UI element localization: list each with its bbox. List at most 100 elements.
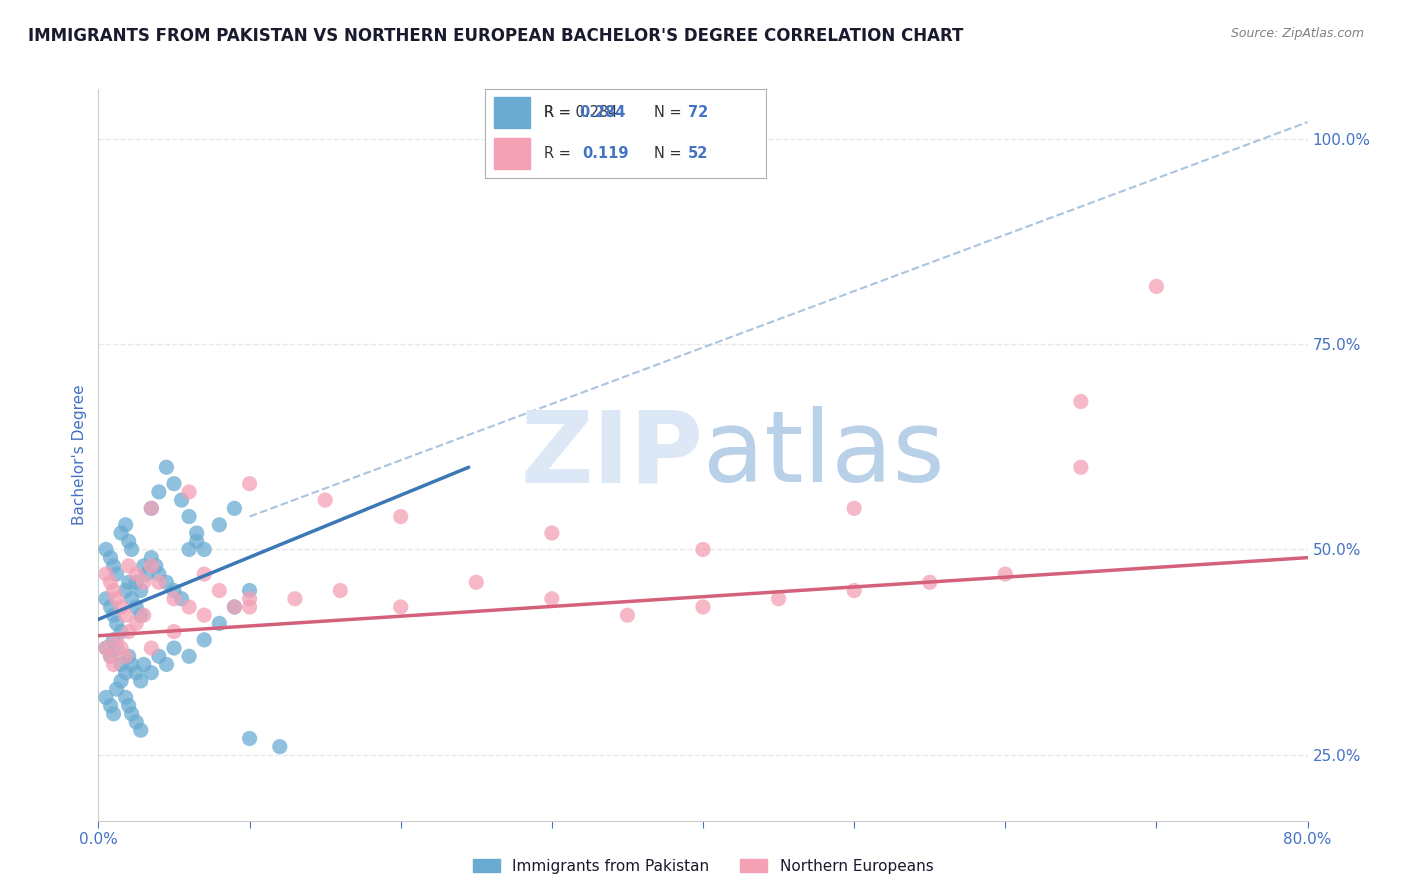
Point: [125, 575, 148, 590]
Point: [100, 575, 122, 590]
Point: [163, 583, 186, 598]
Point: [208, 517, 231, 532]
Point: [170, 591, 193, 606]
Point: [125, 616, 148, 631]
Point: [186, 534, 208, 549]
Point: [994, 567, 1017, 582]
Point: [844, 583, 866, 598]
Point: [125, 599, 148, 614]
Point: [118, 558, 141, 573]
Point: [193, 632, 215, 647]
Point: [193, 608, 215, 623]
Point: [141, 501, 163, 516]
Point: [94, 690, 117, 705]
Point: [100, 550, 122, 565]
Point: [114, 583, 136, 598]
Point: [141, 501, 163, 516]
Point: [170, 493, 193, 508]
Point: [284, 591, 307, 606]
Point: [121, 591, 143, 606]
Point: [114, 665, 136, 680]
Point: [100, 599, 122, 614]
Point: [135, 567, 157, 582]
Point: [179, 484, 201, 499]
Point: [118, 575, 141, 590]
Point: [141, 641, 163, 656]
Point: [224, 501, 246, 516]
Point: [132, 575, 155, 590]
Point: [105, 632, 128, 647]
Point: [389, 509, 412, 524]
Point: [155, 575, 177, 590]
Text: 0.284: 0.284: [579, 105, 626, 120]
Point: [94, 641, 117, 656]
Point: [103, 583, 125, 598]
Point: [1144, 279, 1167, 293]
Point: [94, 591, 117, 606]
Point: [125, 665, 148, 680]
Point: [132, 558, 155, 573]
Point: [103, 657, 125, 672]
Text: N =: N =: [654, 105, 686, 120]
Point: [692, 599, 714, 614]
Point: [105, 682, 128, 697]
Point: [105, 616, 128, 631]
Text: R =: R =: [544, 105, 575, 120]
Point: [155, 460, 177, 475]
Point: [103, 608, 125, 623]
Point: [193, 567, 215, 582]
Bar: [494, 97, 530, 128]
Point: [125, 567, 148, 582]
Point: [129, 723, 152, 738]
Point: [114, 608, 136, 623]
Point: [314, 493, 336, 508]
Point: [118, 624, 141, 639]
Point: [193, 542, 215, 557]
Point: [239, 731, 262, 746]
Point: [103, 632, 125, 647]
Point: [239, 476, 262, 491]
Text: atlas: atlas: [703, 407, 945, 503]
Point: [105, 567, 128, 582]
Text: 72: 72: [688, 105, 707, 120]
Point: [224, 599, 246, 614]
Point: [239, 599, 262, 614]
Point: [239, 591, 262, 606]
Point: [100, 649, 122, 664]
Point: [179, 649, 201, 664]
Text: 52: 52: [688, 146, 707, 161]
Point: [121, 542, 143, 557]
Point: [110, 657, 132, 672]
Text: R = 0.284: R = 0.284: [544, 105, 617, 120]
Point: [540, 591, 562, 606]
Point: [239, 583, 262, 598]
Point: [121, 657, 143, 672]
Point: [118, 698, 141, 713]
Bar: [494, 138, 530, 169]
Point: [132, 608, 155, 623]
Legend: Immigrants from Pakistan, Northern Europeans: Immigrants from Pakistan, Northern Europ…: [467, 853, 939, 880]
Point: [389, 599, 412, 614]
Point: [163, 624, 186, 639]
Point: [132, 657, 155, 672]
Point: [141, 550, 163, 565]
Point: [148, 484, 170, 499]
Point: [103, 706, 125, 721]
Point: [269, 739, 291, 754]
Point: [114, 517, 136, 532]
Point: [114, 649, 136, 664]
Point: [118, 534, 141, 549]
Point: [94, 641, 117, 656]
Point: [145, 558, 167, 573]
Point: [208, 583, 231, 598]
Point: [129, 608, 152, 623]
Point: [100, 698, 122, 713]
Point: [105, 591, 128, 606]
Point: [163, 591, 186, 606]
Point: [844, 501, 866, 516]
Point: [918, 575, 941, 590]
Point: [540, 526, 562, 541]
Point: [129, 673, 152, 688]
Point: [329, 583, 352, 598]
Point: [110, 599, 132, 614]
